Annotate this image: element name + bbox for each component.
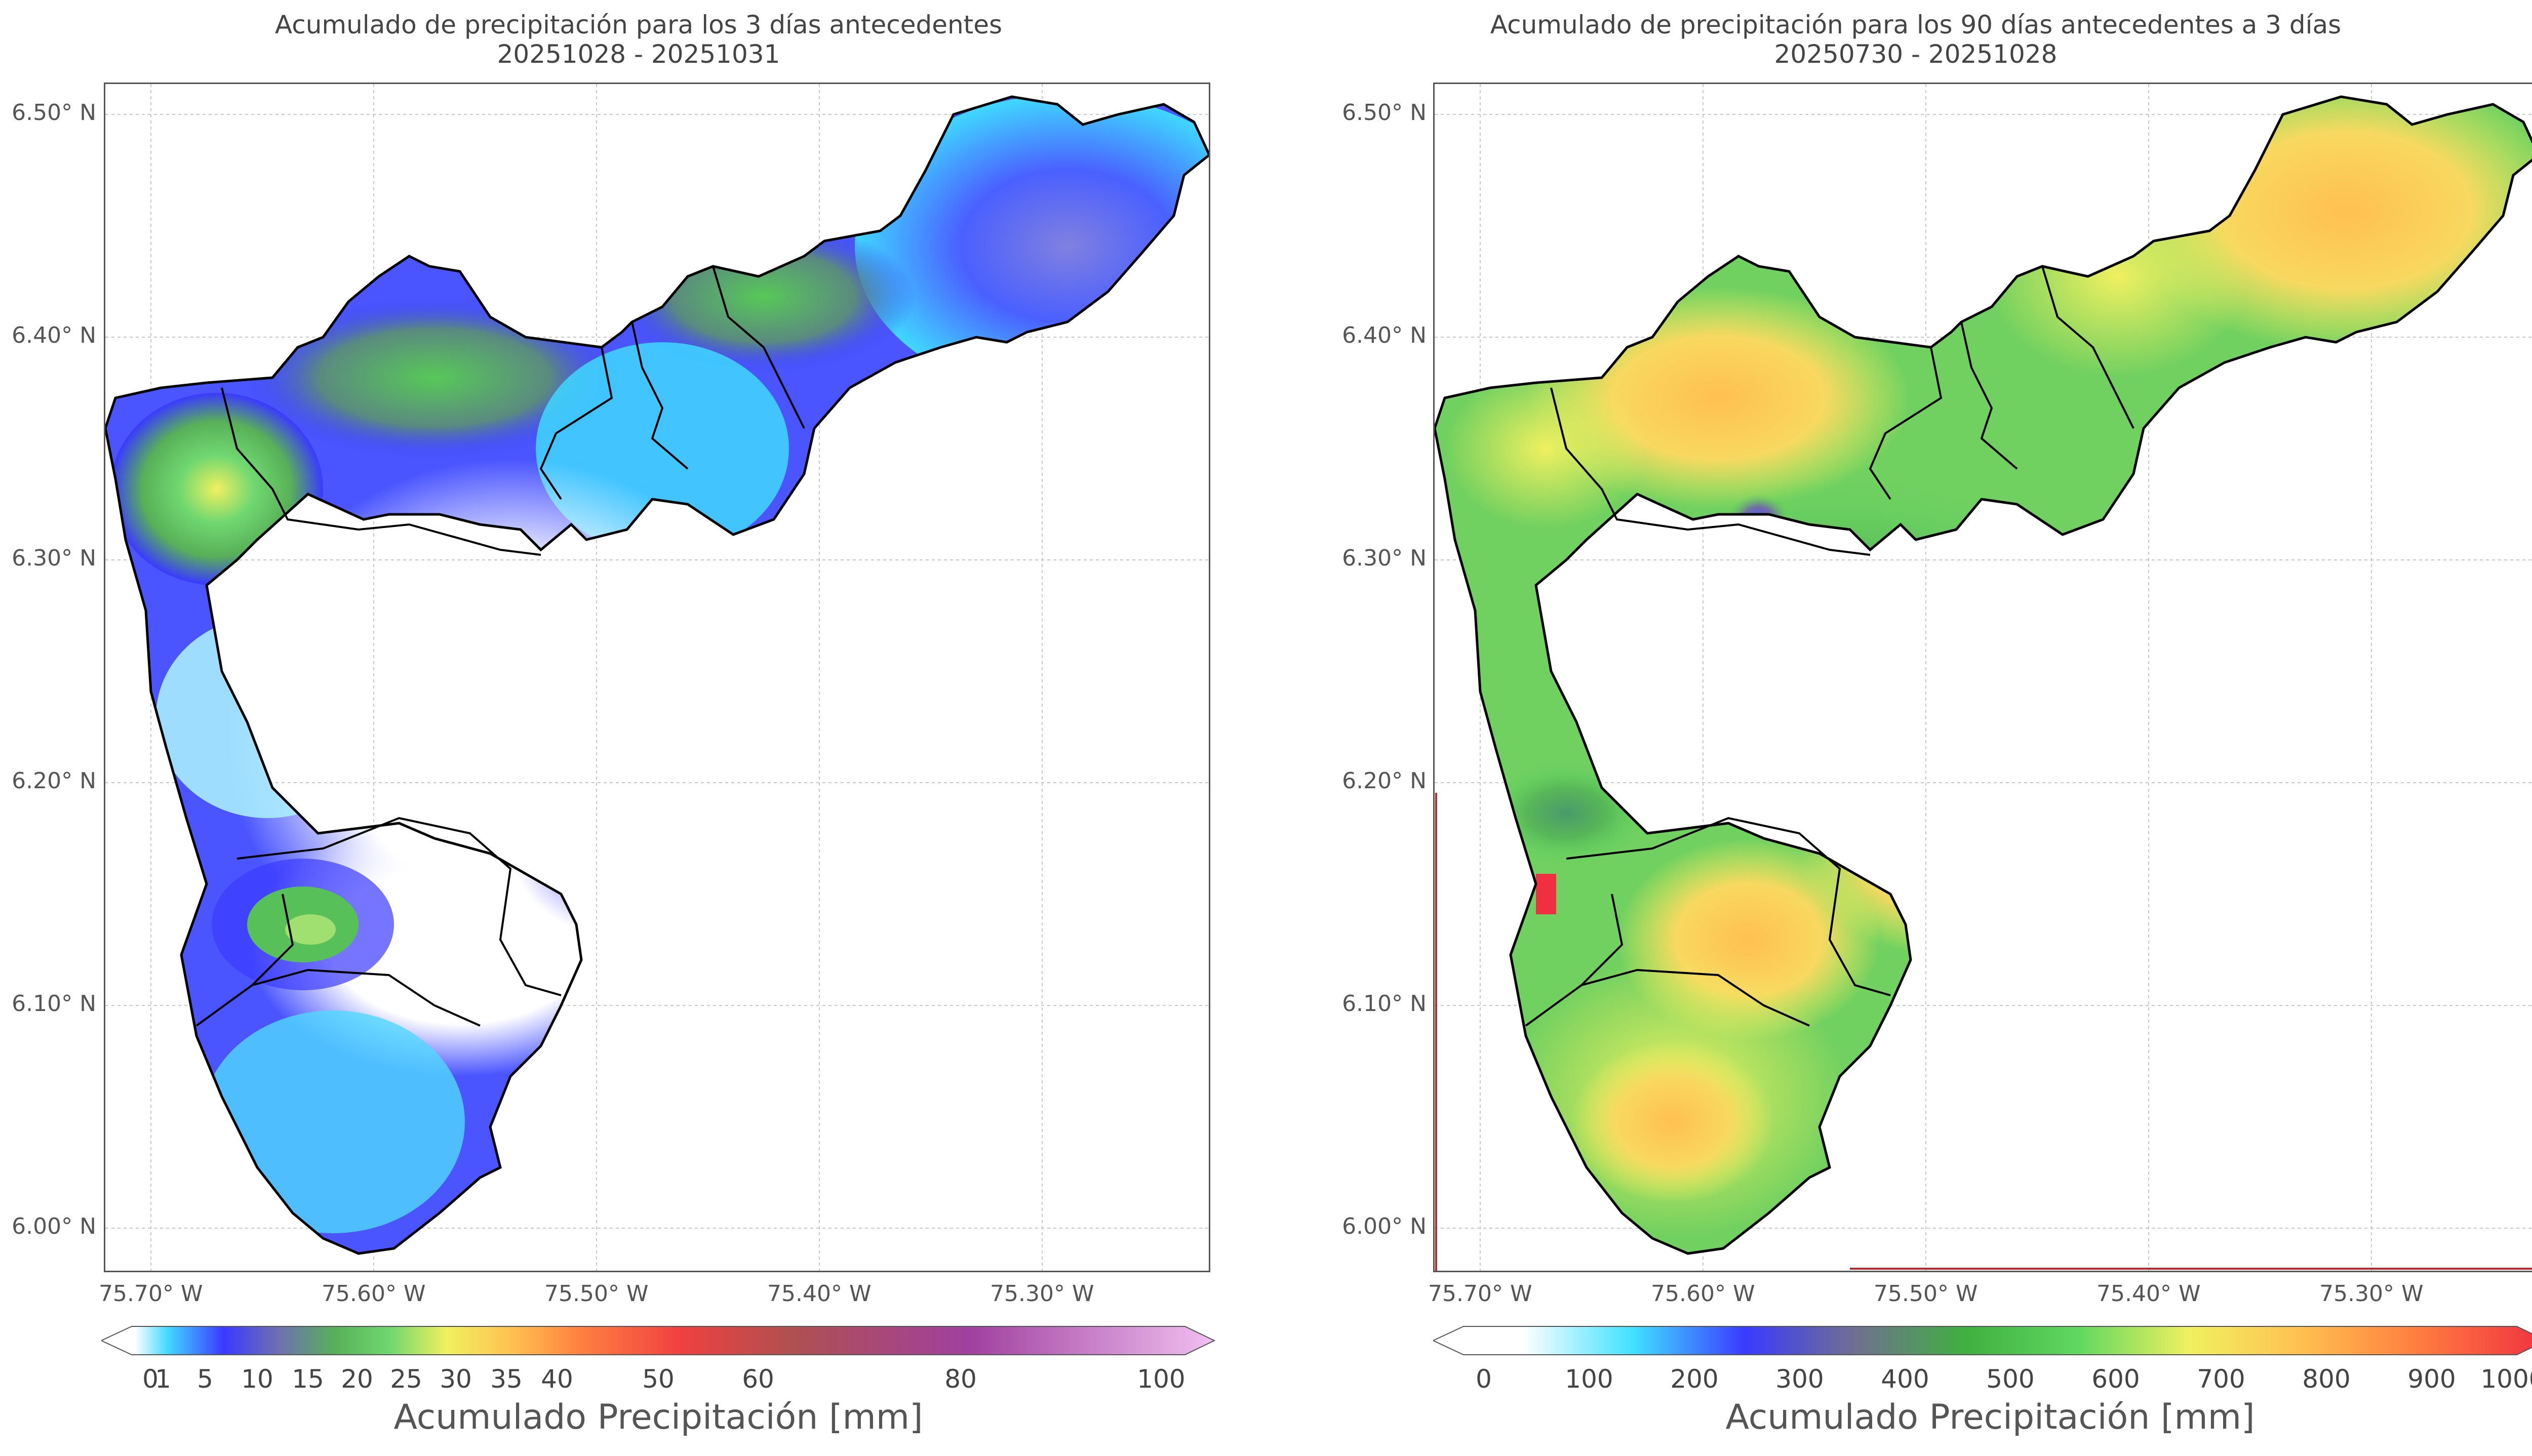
- left-ytick-610: 6.10° N: [12, 991, 96, 1017]
- right-cb-tick-1000: 1000: [2480, 1364, 2532, 1394]
- right-cb-tick-100: 100: [1565, 1364, 1613, 1394]
- left-xtick-7530: 75.30° W: [990, 1281, 1094, 1307]
- right-ytick-600: 6.00° N: [1342, 1214, 1427, 1239]
- right-cb-tick-0: 0: [1476, 1364, 1492, 1394]
- left-cb-tick-5: 5: [197, 1364, 213, 1394]
- right-xtick-7540: 75.40° W: [2096, 1281, 2201, 1307]
- right-ytick-640: 6.40° N: [1342, 322, 1427, 348]
- right-title: Acumulado de precipitación para los 90 d…: [1277, 10, 2532, 69]
- right-map: [1433, 83, 2532, 1272]
- right-title-line2: 20250730 - 20251028: [1774, 39, 2058, 69]
- right-cb-tick-800: 800: [2302, 1364, 2351, 1394]
- left-precip-field: [105, 97, 1209, 1253]
- right-title-line1: Acumulado de precipitación para los 90 d…: [1490, 10, 2342, 39]
- left-panel: Acumulado de precipitación para los 3 dí…: [0, 10, 1277, 1437]
- left-cb-tick-30: 30: [440, 1364, 472, 1394]
- left-cb-tick-100: 100: [1137, 1364, 1185, 1394]
- left-xtick-7570: 75.70° W: [99, 1281, 203, 1307]
- right-cb-tick-300: 300: [1775, 1364, 1824, 1394]
- left-cb-tick-80: 80: [944, 1364, 977, 1394]
- right-xtick-7550: 75.50° W: [1874, 1281, 1978, 1307]
- left-cb-tick-20: 20: [341, 1364, 373, 1394]
- right-cb-tick-900: 900: [2407, 1364, 2456, 1394]
- left-cb-tick-1: 1: [155, 1364, 171, 1394]
- left-map: [104, 83, 1210, 1272]
- left-cb-tick-60: 60: [742, 1364, 774, 1394]
- left-cb-tick-15: 15: [292, 1364, 324, 1394]
- left-xtick-7540: 75.40° W: [767, 1281, 872, 1307]
- right-panel: Acumulado de precipitación para los 90 d…: [1277, 0, 2532, 1456]
- right-cb-tick-400: 400: [1881, 1364, 1929, 1394]
- left-title: Acumulado de precipitación para los 3 dí…: [0, 10, 1277, 69]
- right-xtick-7560: 75.60° W: [1651, 1281, 1755, 1307]
- right-ytick-620: 6.20° N: [1342, 768, 1427, 794]
- left-colorbar: [101, 1326, 1215, 1355]
- right-map-svg: [1435, 84, 2532, 1271]
- right-cb-tick-700: 700: [2197, 1364, 2245, 1394]
- left-cb-tick-35: 35: [490, 1364, 523, 1394]
- right-cb-tick-500: 500: [1986, 1364, 2035, 1394]
- right-precip-field: [1435, 97, 2532, 1253]
- left-ytick-630: 6.30° N: [12, 545, 96, 571]
- right-colorbar: [1433, 1326, 2532, 1355]
- left-cb-tick-40: 40: [541, 1364, 573, 1394]
- left-xtick-7560: 75.60° W: [322, 1281, 426, 1307]
- left-cb-tick-50: 50: [642, 1364, 675, 1394]
- right-ytick-630: 6.30° N: [1342, 545, 1427, 571]
- right-subdivisions: [1525, 266, 2134, 1027]
- right-ytick-610: 6.10° N: [1342, 991, 1427, 1017]
- left-cb-tick-25: 25: [390, 1364, 422, 1394]
- left-subdivisions: [195, 266, 805, 1027]
- right-cb-tick-200: 200: [1670, 1364, 1719, 1394]
- left-map-svg: [105, 84, 1209, 1271]
- right-colorbar-label: Acumulado Precipitación [mm]: [1725, 1397, 2255, 1437]
- right-xtick-7570: 75.70° W: [1428, 1281, 1532, 1307]
- left-ytick-620: 6.20° N: [12, 768, 96, 794]
- left-colorbar-label: Acumulado Precipitación [mm]: [393, 1397, 923, 1437]
- left-ytick-640: 6.40° N: [12, 322, 96, 348]
- right-ytick-650: 6.50° N: [1342, 100, 1427, 126]
- left-cb-tick-0: 0: [142, 1364, 159, 1394]
- left-title-line1: Acumulado de precipitación para los 3 dí…: [274, 10, 1003, 39]
- right-xtick-7530: 75.30° W: [2319, 1281, 2424, 1307]
- left-xtick-7550: 75.50° W: [544, 1281, 649, 1307]
- left-ytick-600: 6.00° N: [12, 1214, 96, 1239]
- left-title-line2: 20251028 - 20251031: [497, 39, 780, 69]
- left-ytick-650: 6.50° N: [12, 100, 96, 126]
- left-cb-tick-10: 10: [241, 1364, 273, 1394]
- right-cb-tick-600: 600: [2091, 1364, 2140, 1394]
